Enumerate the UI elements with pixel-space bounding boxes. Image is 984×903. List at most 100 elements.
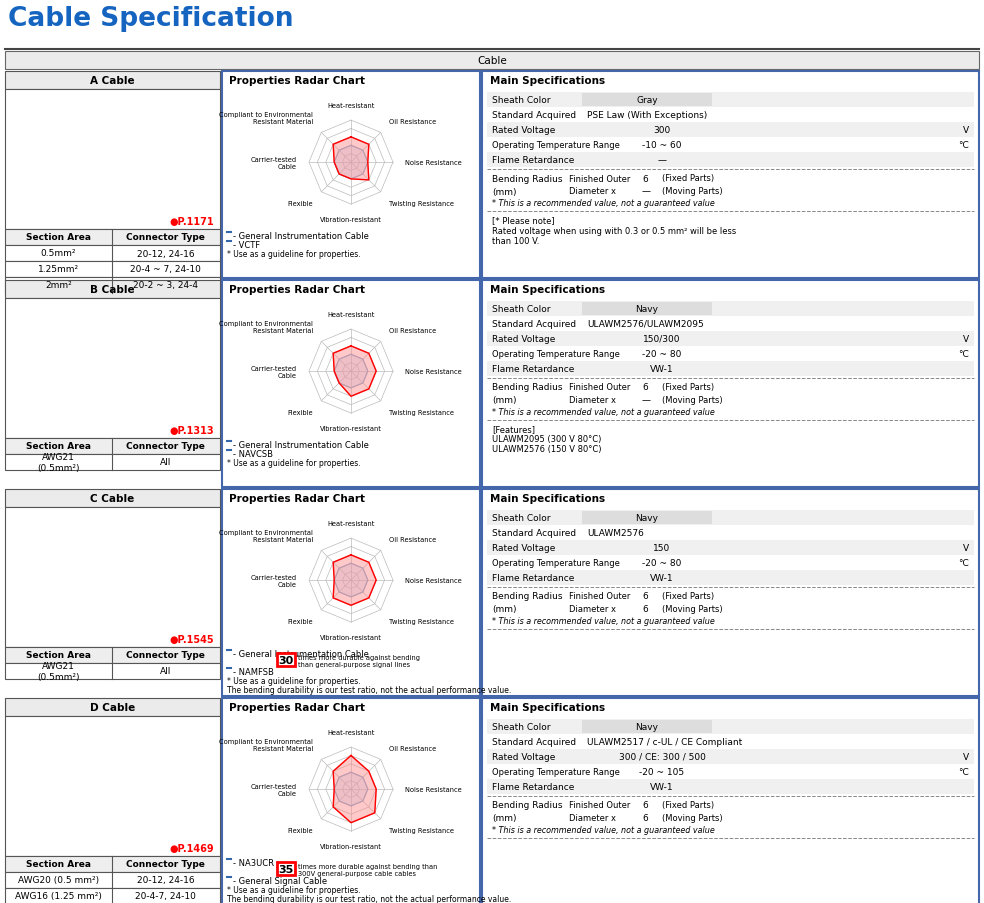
Text: AWG21
(0.5mm²): AWG21 (0.5mm²)	[37, 662, 80, 681]
Text: °C: °C	[958, 141, 969, 150]
Text: VW-1: VW-1	[650, 782, 674, 791]
Text: V: V	[963, 752, 969, 761]
Text: The bending durability is our test ratio, not the actual performance value.: The bending durability is our test ratio…	[227, 685, 512, 694]
Text: 6: 6	[642, 814, 647, 823]
Text: Sheath Color: Sheath Color	[492, 96, 550, 105]
Text: times more durable against bending
than general-purpose signal lines: times more durable against bending than …	[298, 655, 420, 667]
Bar	[222, 489, 480, 696]
Text: —: —	[642, 396, 651, 405]
Text: * Use as a guideline for properties.: * Use as a guideline for properties.	[227, 886, 360, 895]
Bar	[582, 721, 712, 733]
Text: Noise Resistance: Noise Resistance	[405, 787, 461, 792]
Bar	[222, 698, 480, 903]
Text: (mm): (mm)	[492, 605, 517, 614]
Text: Heat-resistant: Heat-resistant	[328, 103, 375, 109]
Text: Carrier-tested
Cable: Carrier-tested Cable	[251, 783, 297, 796]
Text: Oil Resistance: Oil Resistance	[390, 328, 437, 333]
Bar	[5, 90, 220, 229]
Text: (Fixed Parts): (Fixed Parts)	[662, 591, 714, 600]
Text: AWG16 (1.25 mm²): AWG16 (1.25 mm²)	[15, 891, 102, 900]
Bar	[487, 510, 974, 526]
Polygon shape	[334, 555, 376, 606]
Text: - VCTF: - VCTF	[233, 241, 260, 250]
Text: (Moving Parts): (Moving Parts)	[662, 396, 722, 405]
Text: Sheath Color: Sheath Color	[492, 514, 550, 523]
Text: - NA3UCR: - NA3UCR	[233, 859, 274, 868]
Text: Rated Voltage: Rated Voltage	[492, 544, 555, 553]
Text: Bending Radius: Bending Radius	[492, 591, 563, 600]
Text: * This is a recommended value, not a guaranteed value: * This is a recommended value, not a gua…	[492, 200, 714, 209]
Text: Operating Temperature Range: Operating Temperature Range	[492, 768, 620, 777]
Text: -20 ~ 105: -20 ~ 105	[640, 768, 685, 777]
Text: °C: °C	[958, 349, 969, 358]
Text: (mm): (mm)	[492, 814, 517, 823]
Polygon shape	[335, 772, 368, 806]
Text: AWG21
(0.5mm²): AWG21 (0.5mm²)	[37, 452, 80, 472]
Bar	[5, 454, 220, 470]
Text: Gray: Gray	[637, 96, 658, 105]
Bar	[482, 489, 979, 696]
Text: Noise Resistance: Noise Resistance	[405, 160, 461, 166]
Text: ULAWM2576: ULAWM2576	[587, 528, 644, 537]
Text: ●P.1313: ●P.1313	[169, 425, 214, 435]
Text: PSE Law (With Exceptions): PSE Law (With Exceptions)	[587, 111, 707, 120]
Text: Flame Retardance: Flame Retardance	[492, 782, 575, 791]
Text: * This is a recommended value, not a guaranteed value: * This is a recommended value, not a gua…	[492, 825, 714, 834]
Text: -20 ~ 80: -20 ~ 80	[643, 349, 682, 358]
Text: Rated Voltage: Rated Voltage	[492, 126, 555, 135]
Text: °C: °C	[958, 768, 969, 777]
Text: (Moving Parts): (Moving Parts)	[662, 814, 722, 823]
Text: * This is a recommended value, not a guaranteed value: * This is a recommended value, not a gua…	[492, 408, 714, 417]
Text: (Fixed Parts): (Fixed Parts)	[662, 174, 714, 183]
Polygon shape	[335, 146, 368, 180]
Text: 30: 30	[278, 656, 293, 666]
Polygon shape	[334, 138, 369, 181]
Text: Navy: Navy	[636, 304, 658, 313]
Text: Oil Resistance: Oil Resistance	[390, 119, 437, 125]
Text: Twisting Resistance: Twisting Resistance	[390, 410, 455, 415]
Text: Flexible: Flexible	[287, 619, 313, 625]
Text: (Fixed Parts): (Fixed Parts)	[662, 801, 714, 810]
Bar	[5, 281, 220, 299]
Text: The bending durability is our test ratio, not the actual performance value.: The bending durability is our test ratio…	[227, 895, 512, 903]
Polygon shape	[335, 563, 368, 597]
Text: Heat-resistant: Heat-resistant	[328, 730, 375, 735]
Text: V: V	[963, 335, 969, 344]
Bar	[487, 779, 974, 794]
Text: Carrier-tested
Cable: Carrier-tested Cable	[251, 365, 297, 378]
Text: ●P.1469: ●P.1469	[169, 843, 214, 853]
Text: 150: 150	[653, 544, 671, 553]
Text: Bending Radius: Bending Radius	[492, 801, 563, 810]
Text: 20-4 ~ 7, 24-10: 20-4 ~ 7, 24-10	[130, 265, 201, 275]
Text: Vibration-resistant: Vibration-resistant	[320, 635, 382, 640]
Text: 6: 6	[642, 174, 647, 183]
Text: —: —	[657, 156, 666, 165]
Bar	[5, 716, 220, 856]
Text: Diameter x: Diameter x	[569, 814, 616, 823]
Bar	[5, 489, 220, 507]
Bar	[5, 229, 220, 246]
Text: than 100 V.: than 100 V.	[492, 237, 539, 246]
Bar	[487, 361, 974, 377]
Text: 20-12, 24-16: 20-12, 24-16	[137, 249, 194, 258]
Text: Finished Outer: Finished Outer	[569, 591, 631, 600]
Text: Main Specifications: Main Specifications	[490, 493, 605, 504]
Text: Connector Type: Connector Type	[126, 860, 205, 869]
Text: V: V	[963, 544, 969, 553]
Text: Sheath Color: Sheath Color	[492, 304, 550, 313]
Text: - General Instrumentation Cable: - General Instrumentation Cable	[233, 232, 369, 241]
Text: Connector Type: Connector Type	[126, 651, 205, 660]
Text: Standard Acquired: Standard Acquired	[492, 737, 576, 746]
Text: (Fixed Parts): (Fixed Parts)	[662, 383, 714, 392]
Text: times more durable against bending than
300V general-purpose cable cables: times more durable against bending than …	[298, 863, 437, 877]
Text: AWG20 (0.5 mm²): AWG20 (0.5 mm²)	[18, 876, 99, 885]
Bar	[5, 52, 979, 70]
Bar	[5, 664, 220, 679]
Text: 6: 6	[642, 605, 647, 614]
Text: C Cable: C Cable	[91, 493, 135, 504]
Bar	[5, 856, 220, 872]
Text: Flame Retardance: Flame Retardance	[492, 156, 575, 165]
Text: Compliant to Environmental
Resistant Material: Compliant to Environmental Resistant Mat…	[219, 738, 313, 751]
Bar	[487, 93, 974, 107]
Text: Section Area: Section Area	[26, 442, 91, 451]
